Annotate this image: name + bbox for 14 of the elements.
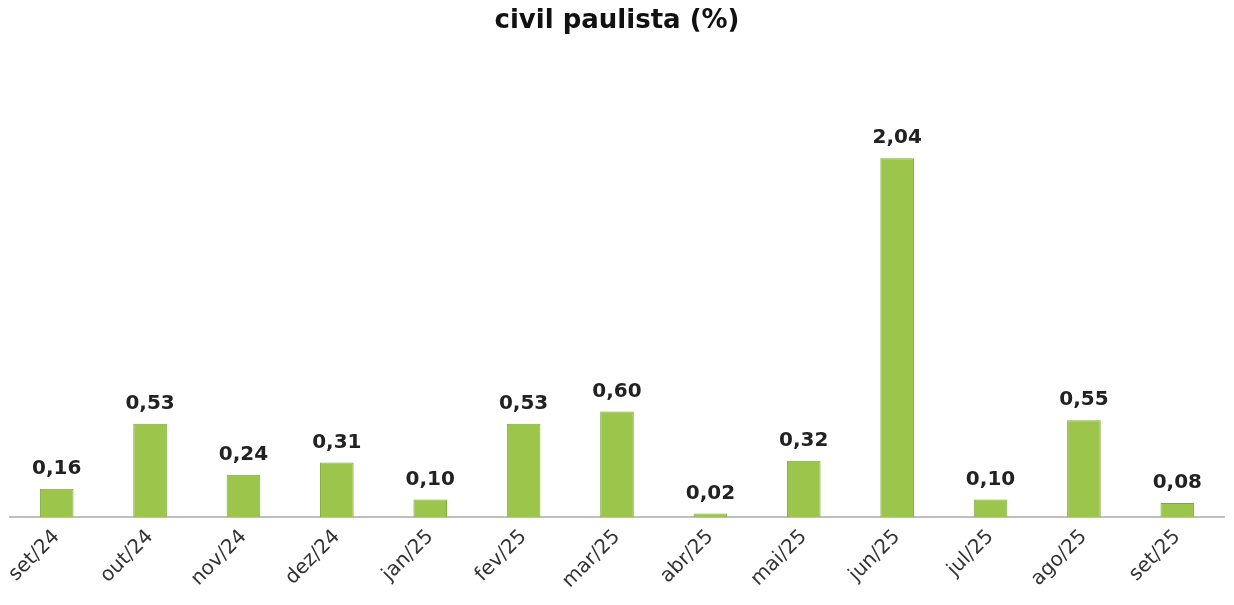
data-label: 0,02	[685, 479, 736, 504]
data-label: 0,53	[498, 389, 549, 414]
data-label: 0,53	[125, 389, 175, 414]
data-label: 0,31	[312, 428, 362, 453]
data-label: 0,10	[405, 465, 455, 490]
data-label: 0,60	[592, 377, 642, 402]
data-label: 0,24	[218, 440, 269, 465]
data-label: 0,55	[1059, 386, 1109, 411]
data-label: 0,10	[965, 465, 1016, 490]
data-label: 2,04	[872, 124, 922, 149]
data-label: 0,32	[779, 426, 829, 451]
chart-title: civil paulista (%)	[494, 4, 740, 35]
data-label: 0,16	[32, 455, 82, 480]
data-label: 0,08	[1152, 469, 1202, 494]
